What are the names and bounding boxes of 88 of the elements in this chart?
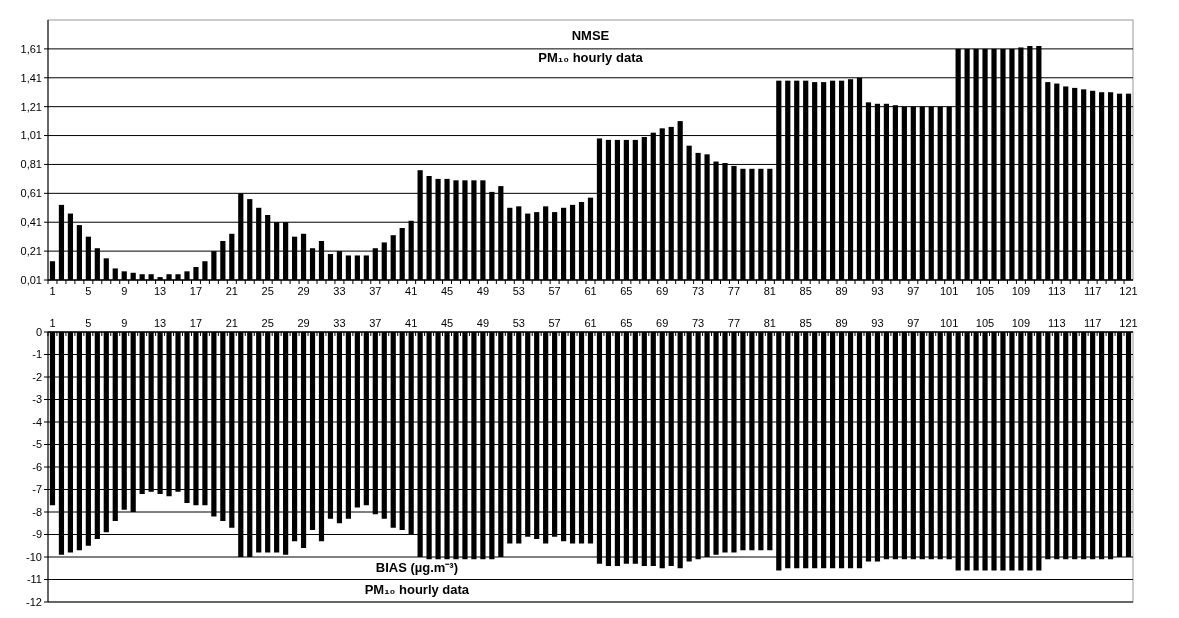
y-tick-label: 0,61 <box>20 187 42 200</box>
x-tick-label: 9 <box>121 317 128 329</box>
x-tick-label: 5 <box>85 285 92 297</box>
x-tick-label: 97 <box>907 317 920 329</box>
x-tick-label: 33 <box>333 317 346 329</box>
text: PM₁₀ hourly data <box>364 582 470 597</box>
x-tick-label: 49 <box>476 317 490 329</box>
y-tick-label: 1,21 <box>20 100 42 113</box>
y-tick-label: -8 <box>32 505 42 518</box>
y-tick-label: -1 <box>32 348 42 361</box>
x-tick-label: 121 <box>1119 285 1138 297</box>
y-tick-label: 0,01 <box>20 273 42 286</box>
y-tick-label: 1,01 <box>20 129 42 142</box>
text: BIAS (µg.m⁻³) <box>375 560 459 575</box>
x-tick-label: 65 <box>620 285 633 297</box>
x-tick-label: 89 <box>835 285 848 297</box>
y-tick-label: -10 <box>26 550 42 563</box>
x-tick-label: 61 <box>584 317 597 329</box>
x-tick-label: 37 <box>369 317 382 329</box>
x-tick-label: 117 <box>1083 317 1102 329</box>
x-tick-label: 1 <box>49 285 56 297</box>
x-tick-label: 5 <box>85 317 92 329</box>
x-tick-label: 45 <box>440 285 454 297</box>
y-tick-label: 0,21 <box>20 244 42 257</box>
x-tick-label: 69 <box>656 317 669 329</box>
x-tick-label: 49 <box>476 285 490 297</box>
x-tick-label: 109 <box>1011 285 1031 297</box>
x-tick-label: 17 <box>189 317 203 329</box>
x-tick-label: 53 <box>512 285 525 297</box>
x-tick-label: 17 <box>189 285 203 297</box>
y-tick-label: -11 <box>26 573 42 586</box>
x-tick-label: 65 <box>620 317 633 329</box>
x-tick-label: 121 <box>1119 317 1138 329</box>
x-tick-label: 93 <box>871 317 884 329</box>
x-tick-label: 113 <box>1048 317 1066 329</box>
x-tick-label: 33 <box>333 285 346 297</box>
x-tick-label: 77 <box>727 285 741 297</box>
x-tick-label: 29 <box>297 285 310 297</box>
x-tick-label: 41 <box>405 285 418 297</box>
x-tick-label: 109 <box>1011 317 1031 329</box>
y-tick-label: -4 <box>32 415 42 428</box>
y-tick-label: -6 <box>32 460 42 473</box>
x-tick-label: 1 <box>49 317 56 329</box>
y-tick-label: 1,61 <box>20 42 42 55</box>
x-tick-label: 105 <box>975 285 995 297</box>
y-tick-label: 1,41 <box>20 71 42 84</box>
x-tick-label: 113 <box>1048 285 1066 297</box>
x-tick-label: 89 <box>835 317 848 329</box>
y-tick-label: 0,81 <box>20 158 42 171</box>
x-tick-label: 21 <box>225 317 238 329</box>
x-tick-label: 73 <box>691 285 705 297</box>
x-tick-label: 21 <box>225 285 238 297</box>
y-tick-label: -9 <box>32 528 42 541</box>
x-tick-label: 61 <box>584 285 597 297</box>
text: PM₁₀ hourly data <box>538 50 644 65</box>
x-tick-label: 105 <box>975 317 995 329</box>
x-tick-label: 85 <box>799 317 812 329</box>
x-tick-label: 101 <box>940 285 959 297</box>
y-tick-label: -12 <box>26 595 42 608</box>
y-tick-label: 0 <box>35 325 42 338</box>
x-tick-label: 45 <box>440 317 454 329</box>
x-tick-label: 13 <box>153 317 167 329</box>
x-tick-label: 25 <box>261 285 274 297</box>
x-tick-label: 37 <box>369 285 382 297</box>
text: NMSE <box>571 28 610 43</box>
x-tick-label: 69 <box>656 285 669 297</box>
x-tick-label: 97 <box>907 285 920 297</box>
x-tick-label: 81 <box>763 317 776 329</box>
y-tick-label: -5 <box>32 438 42 451</box>
y-tick-label: -7 <box>32 483 42 496</box>
x-tick-label: 41 <box>405 317 418 329</box>
x-tick-label: 101 <box>940 317 959 329</box>
x-tick-label: 53 <box>512 317 525 329</box>
x-tick-label: 57 <box>548 285 561 297</box>
x-tick-label: 73 <box>691 317 705 329</box>
y-tick-label: 0,41 <box>20 216 42 229</box>
x-tick-label: 57 <box>548 317 561 329</box>
x-tick-label: 25 <box>261 317 274 329</box>
x-tick-label: 29 <box>297 317 310 329</box>
x-tick-label: 93 <box>871 285 884 297</box>
x-tick-label: 81 <box>763 285 776 297</box>
y-tick-label: -3 <box>32 393 42 406</box>
x-tick-label: 9 <box>121 285 128 297</box>
x-tick-label: 117 <box>1083 285 1102 297</box>
x-tick-label: 77 <box>727 317 741 329</box>
x-tick-label: 85 <box>799 285 812 297</box>
y-tick-label: -2 <box>32 370 42 383</box>
x-tick-label: 13 <box>153 285 167 297</box>
